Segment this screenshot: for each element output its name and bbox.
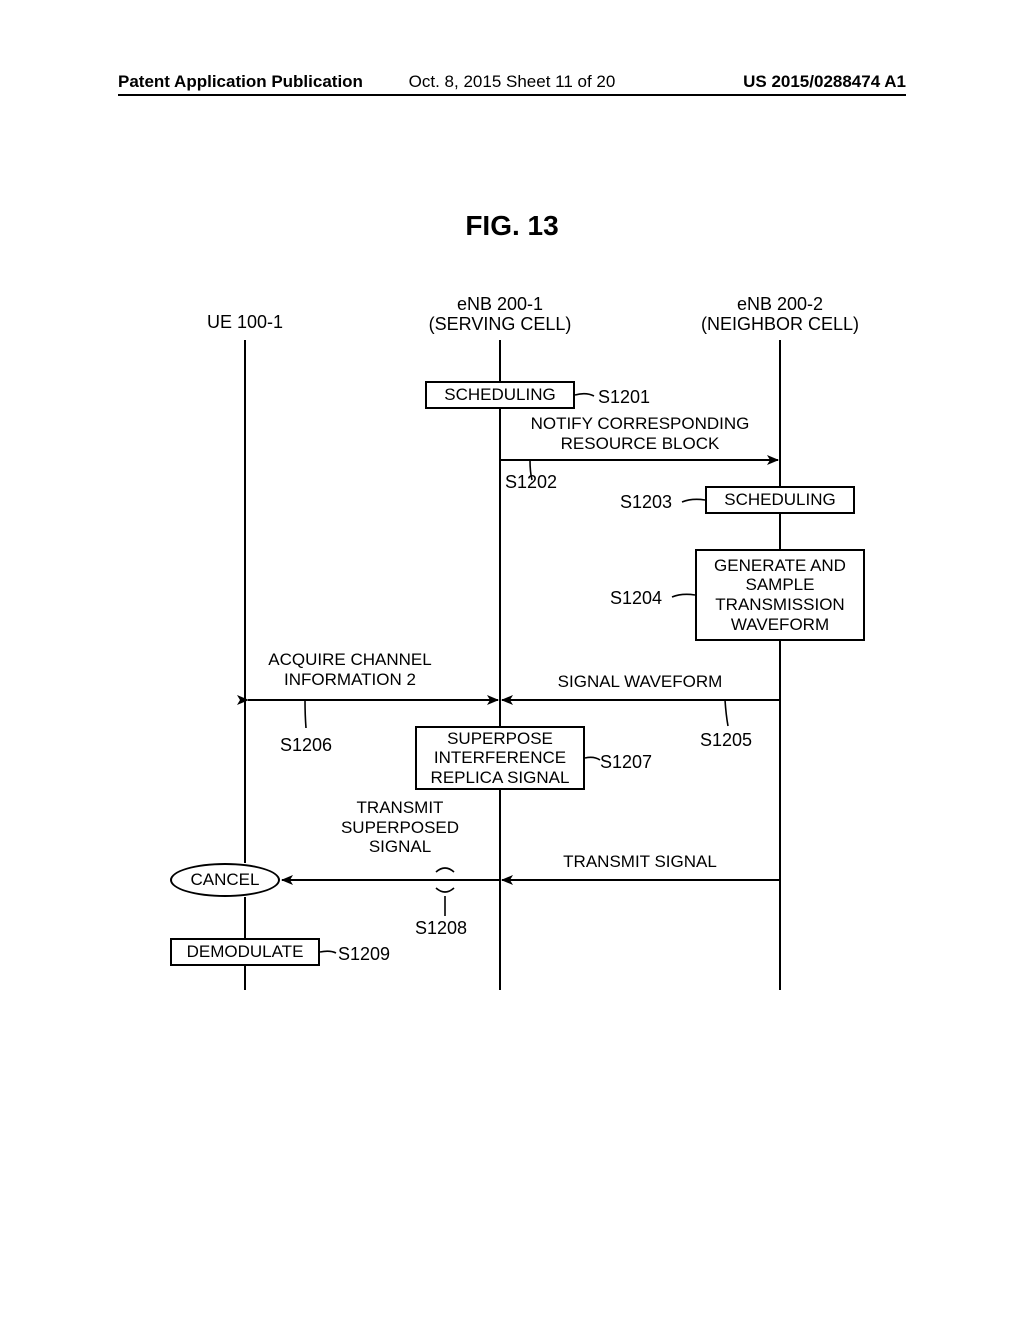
diagram-svg — [0, 0, 1024, 1320]
page-root: Patent Application Publication Oct. 8, 2… — [0, 0, 1024, 1320]
